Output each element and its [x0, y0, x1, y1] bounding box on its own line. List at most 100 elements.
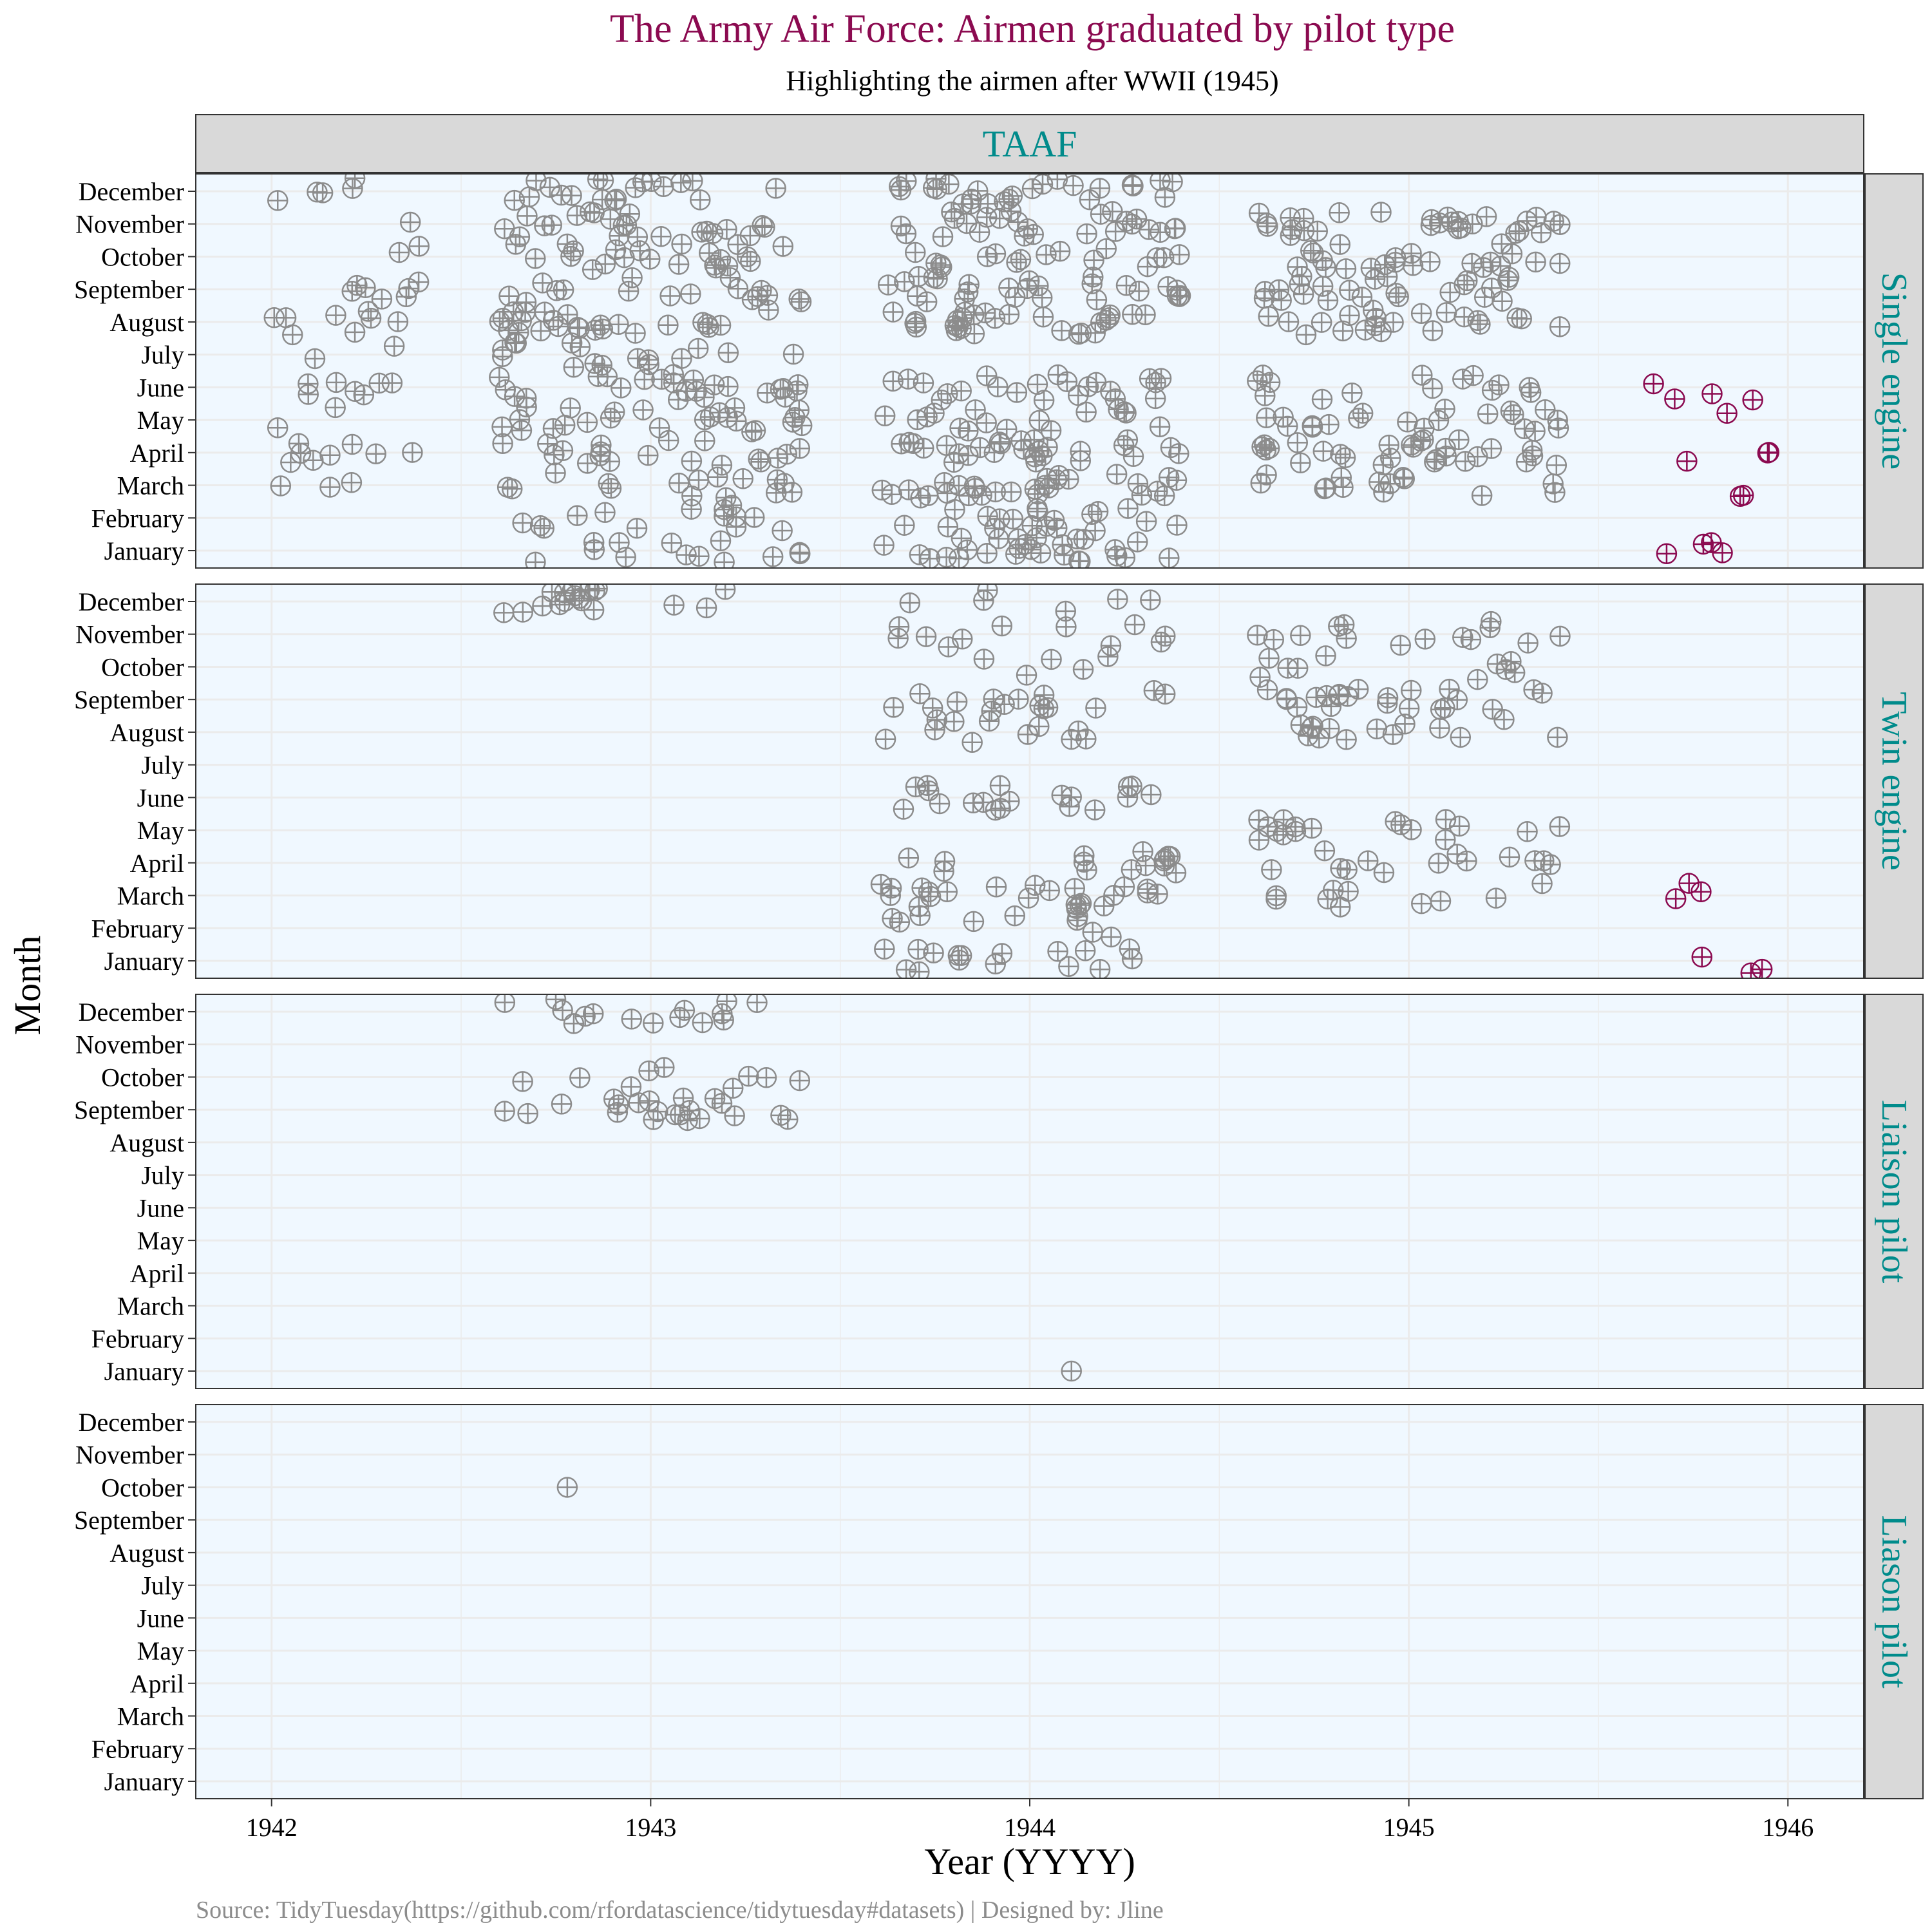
- data-point: [557, 304, 578, 325]
- data-point: [1740, 962, 1762, 978]
- data-point: [687, 337, 709, 359]
- data-point: [1676, 450, 1698, 472]
- data-point: [1500, 400, 1522, 422]
- facet-panel: January February March April May June July Augu…: [74, 994, 1924, 1389]
- facet-strip-column: TAAF: [195, 114, 1864, 173]
- data-point: [936, 546, 957, 568]
- data-point: [989, 431, 1010, 453]
- data-point: [1034, 475, 1056, 496]
- data-point: [983, 688, 1005, 710]
- data-point: [988, 528, 1009, 549]
- data-point: [569, 1067, 591, 1088]
- data-point: [1493, 708, 1515, 730]
- data-point: [554, 591, 576, 612]
- data-point: [1317, 290, 1339, 311]
- data-point: [946, 691, 968, 712]
- data-point: [1164, 218, 1186, 240]
- data-point: [789, 438, 811, 459]
- y-tick-label: June: [137, 1193, 184, 1222]
- data-point: [668, 254, 690, 275]
- data-point: [1481, 379, 1503, 401]
- data-point: [1058, 956, 1079, 977]
- data-point: [1017, 724, 1039, 745]
- data-point: [1158, 467, 1180, 488]
- data-point: [738, 1065, 759, 1087]
- data-point: [726, 410, 747, 432]
- data-point: [628, 1092, 649, 1113]
- y-tick-label: November: [75, 1030, 184, 1059]
- data-point: [1360, 258, 1382, 279]
- data-point: [904, 312, 925, 334]
- data-point: [972, 791, 994, 813]
- data-point: [1258, 647, 1280, 669]
- chart-caption: Source: TidyTuesday(https://github.com/r…: [196, 1897, 1164, 1924]
- y-tick-label: May: [137, 406, 184, 435]
- y-tick-label: December: [79, 177, 184, 206]
- data-point: [1051, 784, 1072, 806]
- x-axis-title: Year (YYYY): [924, 1841, 1135, 1882]
- facet-strip-row-label: Liaison pilot: [1874, 1100, 1914, 1283]
- data-point: [1517, 210, 1538, 232]
- data-point: [1137, 256, 1159, 278]
- data-point: [1441, 211, 1463, 233]
- data-point: [1024, 875, 1046, 896]
- data-point: [1314, 840, 1336, 862]
- data-point: [388, 242, 410, 263]
- chart-title: The Army Air Force: Airmen graduated by …: [610, 7, 1455, 51]
- data-point: [676, 544, 697, 565]
- data-point: [567, 316, 589, 338]
- y-tick-label: January: [104, 1357, 184, 1386]
- data-point: [690, 189, 711, 211]
- data-point: [717, 342, 739, 363]
- data-point: [965, 399, 986, 421]
- data-point: [998, 278, 1019, 299]
- data-point: [1054, 544, 1075, 566]
- data-point: [1255, 385, 1276, 406]
- data-point: [1542, 473, 1564, 495]
- data-point: [1524, 421, 1546, 442]
- data-point: [1032, 306, 1054, 328]
- data-point: [909, 961, 930, 978]
- data-point: [1328, 616, 1349, 637]
- data-point: [960, 193, 982, 214]
- data-point: [399, 211, 421, 233]
- data-point: [1095, 309, 1117, 331]
- data-point: [913, 437, 934, 459]
- data-point: [1121, 775, 1142, 797]
- data-point: [937, 516, 959, 538]
- data-point: [1170, 285, 1191, 307]
- data-point: [906, 285, 928, 307]
- data-point: [667, 389, 689, 410]
- data-point: [653, 176, 674, 198]
- data-point: [1546, 455, 1567, 476]
- data-point: [1691, 946, 1712, 968]
- data-point: [1140, 589, 1161, 611]
- data-point: [621, 267, 643, 289]
- data-point: [1402, 255, 1424, 276]
- data-point: [1070, 450, 1092, 471]
- data-point: [1525, 251, 1546, 273]
- data-point: [754, 216, 775, 238]
- data-point: [1315, 645, 1336, 667]
- data-point: [971, 484, 992, 506]
- data-point: [494, 1101, 515, 1122]
- data-point: [494, 218, 515, 240]
- data-point: [727, 234, 748, 255]
- y-tick-label: November: [75, 1441, 184, 1470]
- points-layer: [494, 994, 1082, 1382]
- data-point: [511, 420, 533, 441]
- data-point: [1085, 697, 1106, 719]
- data-point: [1058, 468, 1079, 490]
- data-point: [922, 697, 943, 719]
- data-point: [1159, 547, 1180, 568]
- data-point: [1336, 859, 1358, 880]
- data-point: [1097, 646, 1119, 667]
- data-point: [1491, 233, 1512, 254]
- data-point: [1499, 846, 1520, 868]
- data-point: [609, 532, 630, 553]
- data-point: [1549, 214, 1571, 235]
- data-point: [1329, 202, 1350, 223]
- data-point: [1401, 243, 1422, 264]
- data-point: [591, 354, 612, 376]
- data-point: [1154, 683, 1176, 705]
